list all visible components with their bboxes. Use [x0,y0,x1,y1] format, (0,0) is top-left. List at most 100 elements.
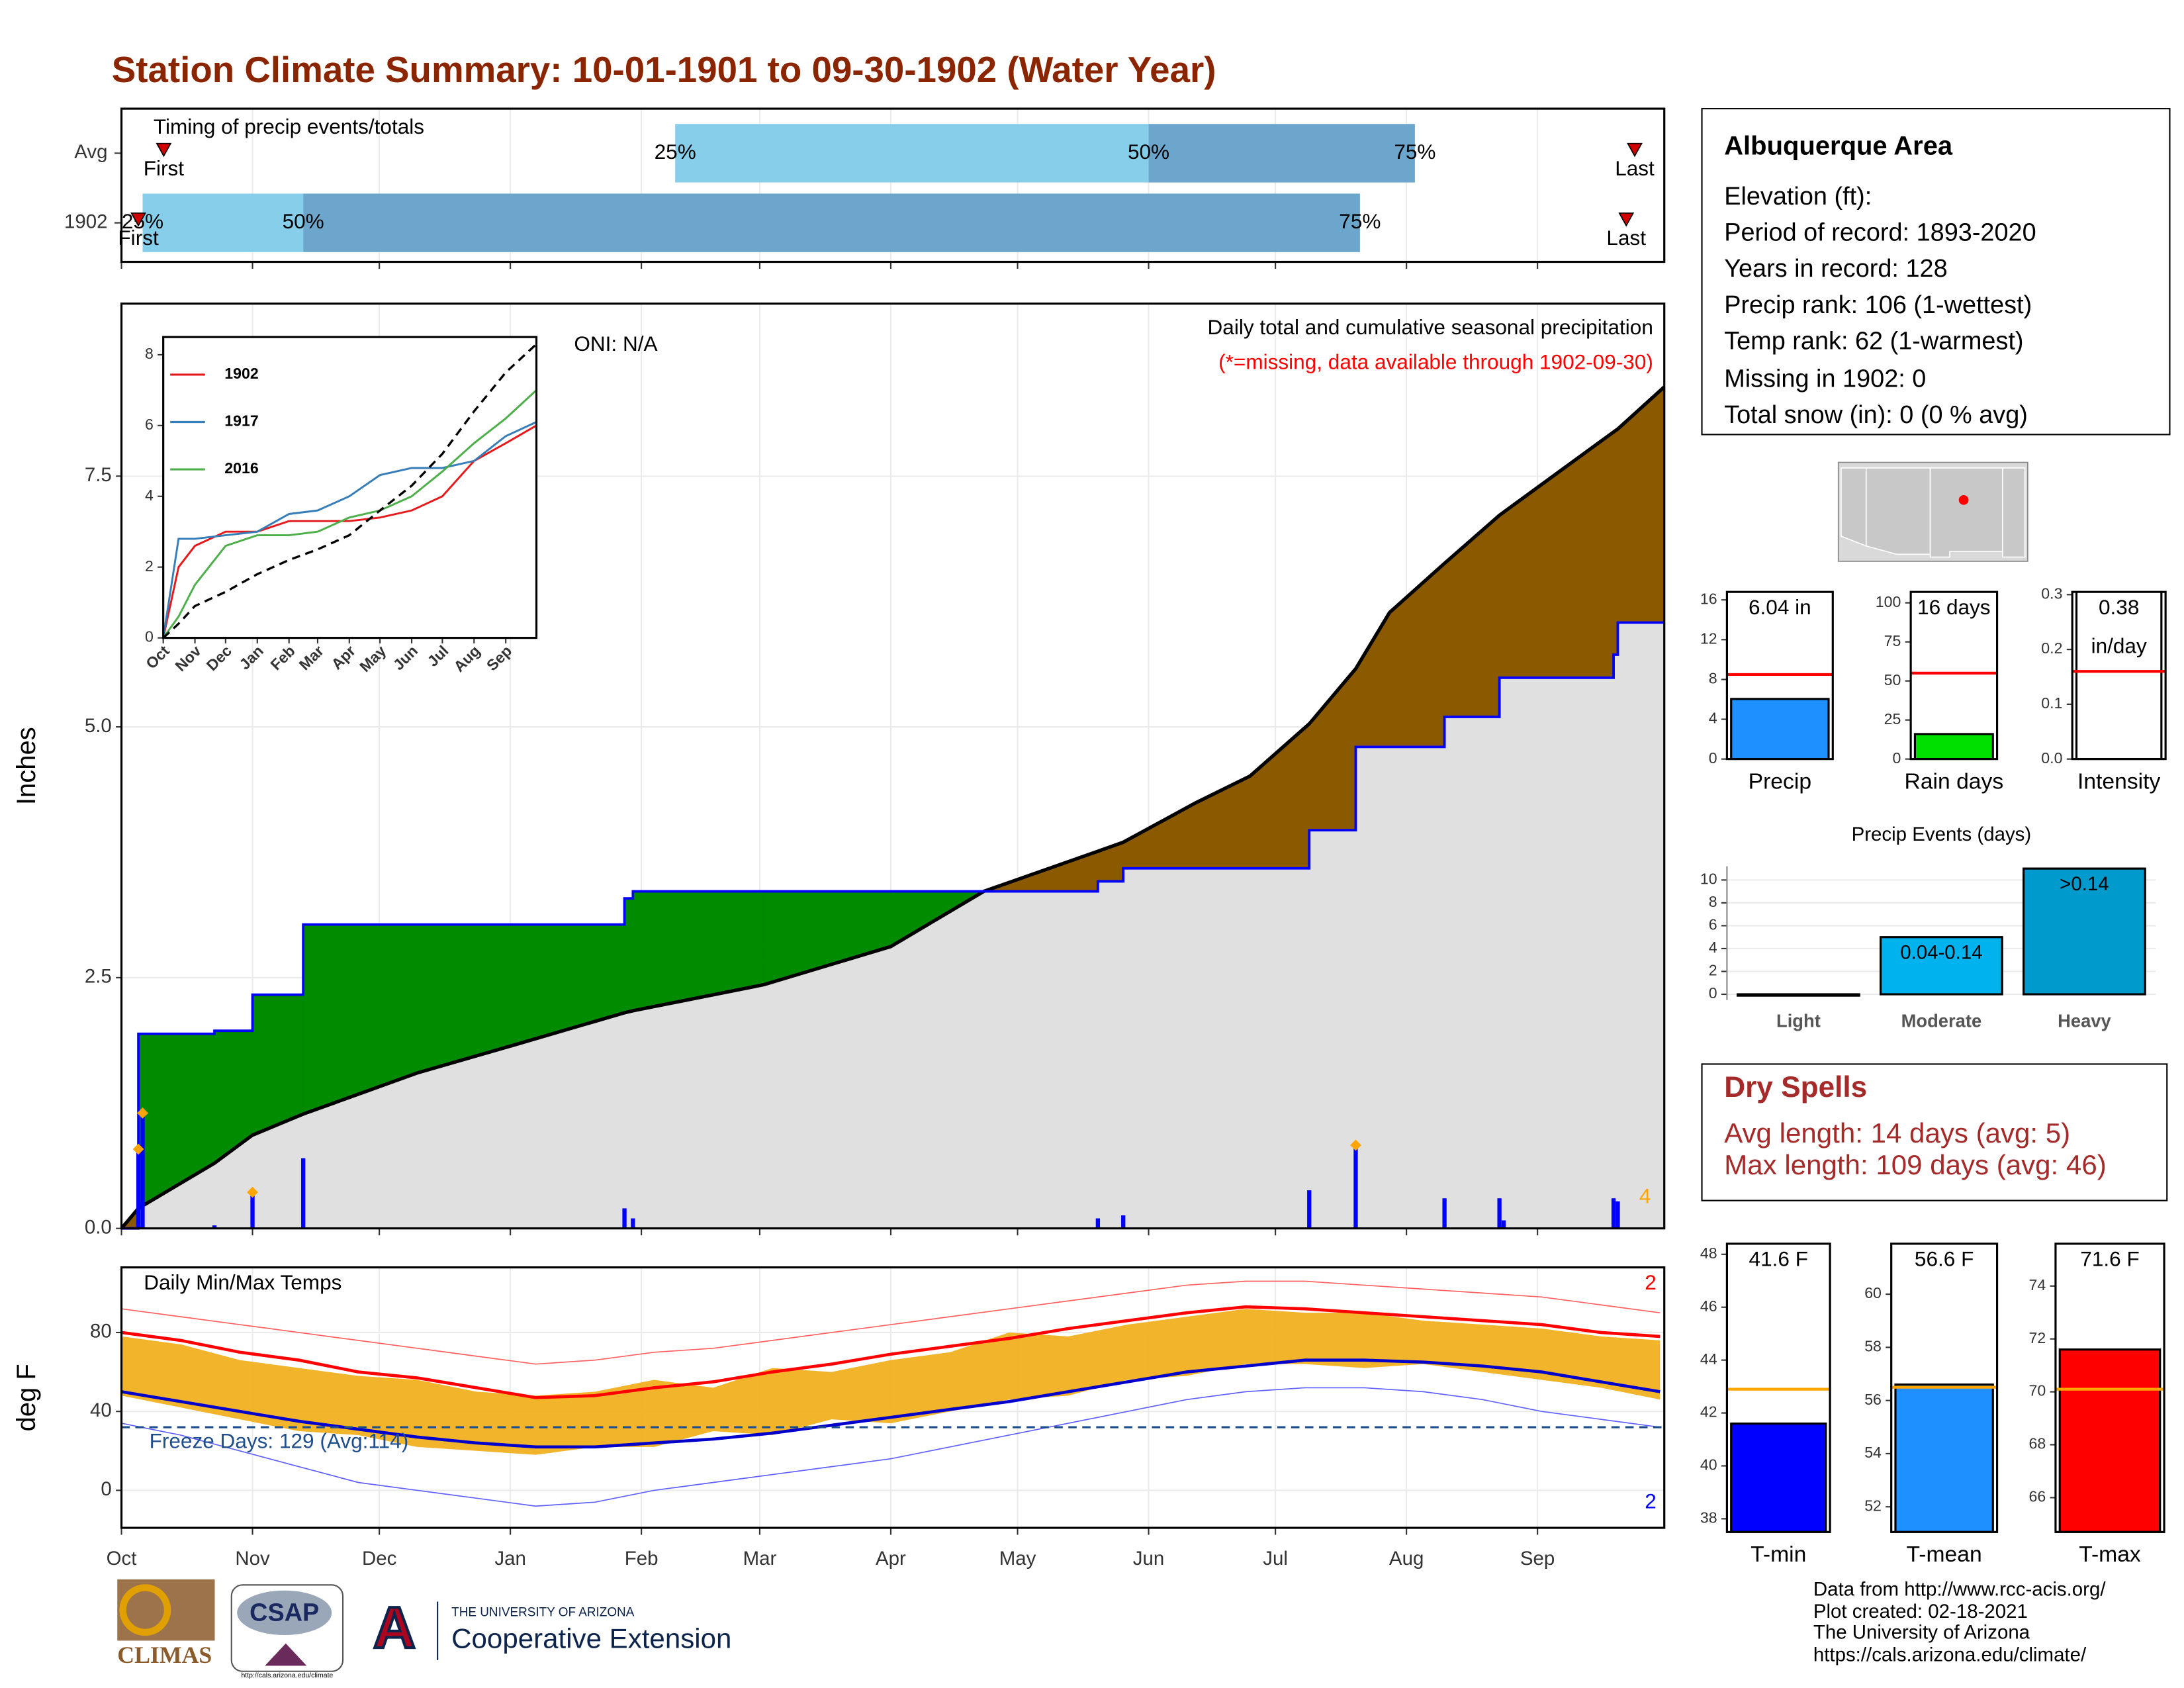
daily-precip-bar [622,1208,627,1229]
avg-max-line [121,1305,1661,1399]
csap-url: http://cals.arizona.edu/climate [241,1671,333,1679]
climas-logo-text: CLIMAS [117,1642,212,1668]
legend-label: 2016 [224,459,259,477]
bar-group [1730,698,1830,759]
x-tick-label: Moderate [1901,1011,1982,1031]
x-tick-label: Precip [1749,769,1811,794]
y-tick-label: 68 [2028,1435,2046,1452]
y-tick-label: 58 [1864,1337,1882,1354]
x-tick-label: Jun [1133,1548,1164,1570]
y-tick-label: 0.0 [2041,749,2062,767]
departure-area [624,898,633,1013]
panel-frame [120,107,1666,263]
x-tick-label: Jan [494,1548,525,1570]
daily-precip-bar [136,1149,141,1229]
daily-precip-bar [212,1225,217,1229]
y-tick-label: 50 [1884,671,1901,688]
daily-precip-bar [140,1113,145,1229]
event-marker [1627,142,1643,158]
cumulative-line [162,421,537,638]
inset-frame [162,336,538,639]
dry-spells-box [1701,1063,2168,1201]
x-tick-label: Jul [1263,1548,1288,1570]
bar [1737,993,1860,997]
y-tick-label: 8 [145,345,154,362]
bar [1730,698,1830,759]
y-tick-label: 0.2 [2041,639,2062,657]
y-tick-label: 40 [90,1399,112,1421]
y-axis-label: deg F [12,1364,41,1431]
record-min-line [121,1387,1661,1507]
quartile-label: 75% [1394,140,1435,164]
departure-area [251,994,304,1136]
x-tick-label: T-mean [1907,1542,1982,1567]
station-location [1958,494,1969,505]
ua-logo-letter: A [373,1595,416,1660]
x-tick-label: Apr [876,1548,906,1570]
daily-precip-bar [1501,1220,1506,1229]
station-line: Period of record: 1893-2020 [1724,218,2036,246]
climas-logo-sun [119,1584,171,1636]
map-state [2002,467,2026,558]
y-tick-label: 72 [2028,1329,2046,1346]
record-marker [137,1107,148,1119]
event-label: Last [1606,226,1646,250]
daily-precip-bar [631,1218,635,1229]
bar [1894,1383,1994,1532]
bar-frame [2071,590,2167,761]
daily-precip-bar [1353,1145,1358,1229]
chart-title: Precip Events (days) [1852,823,2032,845]
y-tick-label: 5.0 [85,715,112,737]
y-tick-label: 2 [1709,962,1717,979]
daily-precip-bar [1611,1198,1616,1229]
event-label: Last [1615,156,1655,180]
daily-precip-bar [1095,1218,1101,1229]
bar-frame [1909,590,1999,761]
legend-label: 1902 [224,365,258,382]
csap-mountain [265,1643,307,1666]
y-tick-label: 0 [101,1478,111,1500]
csap-logo-text: CSAP [250,1599,319,1626]
ua-name: THE UNIVERSITY OF ARIZONA [451,1605,635,1619]
page-title: Station Climate Summary: 10-01-1901 to 0… [112,49,1216,90]
footer-line: The University of Arizona [1813,1622,2030,1644]
daily-precip-bar [1615,1201,1620,1229]
quartile-label: 75% [1339,209,1381,233]
value-label: 41.6 F [1749,1246,1808,1270]
y-tick-label: 0 [1709,984,1717,1002]
freeze-label: Freeze Days: 129 (Avg:114) [150,1429,409,1453]
y-tick-label: 2 [145,557,154,575]
x-tick-label: T-max [2079,1542,2141,1567]
panel-title: Daily Min/Max Temps [144,1270,341,1294]
daily-range-band [121,1309,1661,1455]
record-marker [247,1186,258,1198]
x-tick-label: Oct [107,1548,137,1570]
bar-frame [1725,1243,1831,1533]
bar-group [1913,733,1994,759]
daily-precip-bar [1442,1198,1447,1229]
y-tick-label: 54 [1864,1444,1882,1461]
y-tick-label: 2.5 [85,966,112,988]
bar [2023,867,2146,996]
cumulative-line [162,424,537,638]
y-tick-label: 40 [1700,1456,1717,1474]
daily-precip-bar [1307,1190,1312,1229]
quartile-label: 50% [1128,140,1169,164]
chart-subtitle: Daily total and cumulative seasonal prec… [1208,315,1653,339]
map-state [1929,467,2003,558]
cumulative-line [120,385,1666,1230]
station-name: Albuquerque Area [1724,132,1953,161]
station-line: Total snow (in): 0 (0 % avg) [1724,401,2028,429]
station-line: Precip rank: 106 (1-wettest) [1724,291,2032,319]
value-label: 16 days [1917,595,1991,619]
bin-label: >0.14 [2060,873,2109,895]
footer-line: Plot created: 02-18-2021 [1813,1601,2028,1622]
x-tick-label: Nov [235,1548,270,1570]
quartile-bar [1148,124,1415,183]
x-tick-label: May [999,1548,1036,1570]
y-tick-label: 0 [145,628,154,645]
panel-frame [120,1266,1666,1529]
station-box [1701,108,2171,436]
daily-precip-bar [250,1192,255,1229]
